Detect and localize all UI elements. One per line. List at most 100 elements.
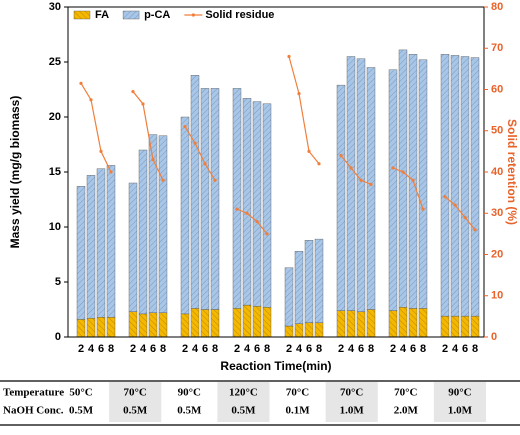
legend-label: FA [95,9,109,21]
bar [200,88,210,310]
bar [128,182,138,312]
y2-tick-label: 20 [491,248,503,260]
bar [128,311,138,338]
table-row-label: NaOH Conc. [3,405,64,417]
residue-marker [297,92,301,96]
y-tick-label: 0 [55,331,61,343]
residue-marker [79,81,83,85]
bar [366,309,376,338]
bar [336,310,346,338]
legend-swatch [73,10,91,20]
bar [180,116,190,315]
legend-label: p-CA [144,9,170,21]
x-tick-label: 8 [368,343,374,355]
bar [314,322,324,338]
residue-line [340,155,372,185]
bar [418,59,428,309]
x-tick-label: 6 [462,343,468,355]
bar [304,322,314,338]
bar [242,98,252,306]
x-tick-label: 2 [338,343,344,355]
bar [346,56,356,311]
residue-marker [359,178,363,182]
bar [200,309,210,338]
bar [366,67,376,310]
residue-marker [265,232,269,236]
bar [86,175,96,319]
table-cell: 90°C [448,387,471,399]
bar [440,315,450,338]
bar [86,318,96,338]
x-tick-label: 8 [472,343,478,355]
table-shade [325,382,378,422]
x-tick-label: 2 [286,343,292,355]
residue-line [184,126,216,181]
bar [388,310,398,338]
bar [284,325,294,338]
bar [460,56,470,317]
y-tick-label: 5 [55,276,61,288]
table-cell: 0.1M [285,405,310,417]
bar [252,306,262,338]
bar [190,74,200,309]
bar [76,319,86,338]
residue-marker [473,228,477,232]
bar [356,311,366,338]
x-tick-label: 6 [410,343,416,355]
bar [460,315,470,338]
x-tick-label: 6 [254,343,260,355]
bar [418,308,428,338]
bar [96,317,106,338]
residue-marker [421,207,425,211]
residue-marker [193,141,197,145]
x-tick-label: 8 [160,343,166,355]
residue-marker [213,178,217,182]
table-shade [109,382,162,422]
x-tick-label: 8 [316,343,322,355]
residue-marker [89,98,93,102]
bar [190,308,200,338]
x-tick-label: 4 [88,343,95,355]
table-cell: 2.0M [394,405,419,417]
x-tick-label: 2 [234,343,240,355]
residue-line [132,91,164,181]
bar [408,308,418,338]
legend-label: Solid residue [205,9,274,21]
table-cell: 70°C [286,387,309,399]
x-tick-label: 4 [348,343,355,355]
y2-tick-label: 60 [491,83,503,95]
residue-line [236,208,268,235]
residue-marker [131,89,135,94]
residue-line [392,167,424,210]
bar [450,315,460,338]
table-cell: 90°C [178,387,201,399]
bar [470,315,480,338]
x-tick-label: 2 [442,343,448,355]
bar [388,69,398,311]
residue-marker [183,125,187,129]
table-cell: 1.0M [340,405,365,417]
bar [232,308,242,338]
bar [106,165,116,318]
table-cell: 120°C [229,387,258,399]
x-tick-label: 4 [452,343,459,355]
table-cell: 70°C [340,387,363,399]
bar [398,307,408,338]
residue-marker [391,166,395,170]
bar [294,250,304,324]
residue-marker [411,178,415,182]
bar [148,312,158,338]
residue-marker [235,207,239,211]
x-tick-label: 4 [400,343,407,355]
table-cell: 70°C [394,387,417,399]
table-cell: 1.0M [448,405,473,417]
table-shade [217,382,270,422]
x-tick-label: 8 [264,343,270,355]
residue-marker [463,215,467,219]
x-tick-label: 6 [306,343,312,355]
bar [96,168,106,318]
x-tick-label: 4 [244,343,251,355]
y2-tick-label: 70 [491,42,503,54]
residue-marker [287,54,291,59]
